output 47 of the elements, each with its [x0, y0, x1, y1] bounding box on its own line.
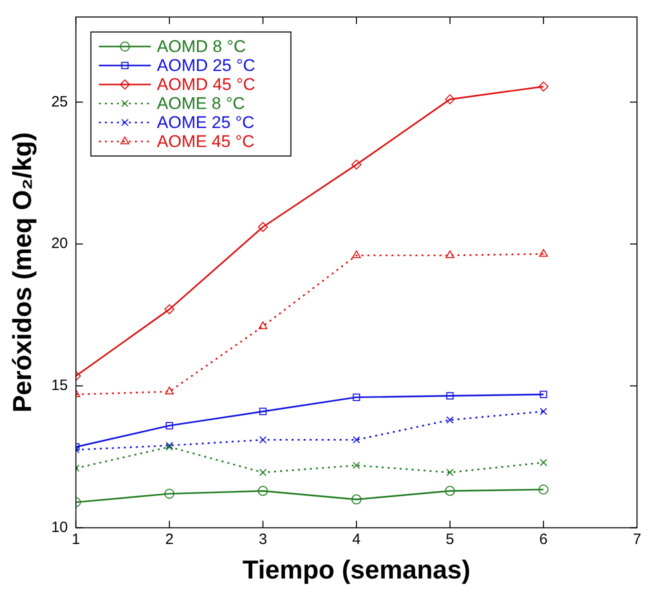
y-tick-label: 15 — [51, 377, 68, 394]
y-tick-label: 20 — [51, 235, 68, 252]
x-tick-label: 5 — [446, 530, 454, 548]
point — [539, 248, 548, 257]
point — [259, 468, 267, 476]
point — [164, 488, 174, 499]
point — [165, 386, 174, 394]
point — [352, 462, 360, 470]
point — [446, 250, 454, 258]
y-tick-label: 10 — [51, 518, 68, 536]
point — [352, 394, 360, 401]
point — [351, 494, 362, 504]
x-tick-label: 1 — [72, 530, 80, 548]
point — [166, 422, 174, 430]
x-axis-title: Tiempo (semanas) — [242, 554, 470, 585]
point — [444, 486, 455, 496]
point — [258, 321, 268, 330]
point — [540, 408, 548, 416]
legend-label: AOME 45 °C — [156, 132, 254, 152]
point — [446, 468, 454, 476]
y-tick-label: 25 — [51, 93, 68, 110]
point — [444, 94, 455, 104]
point — [258, 222, 268, 232]
point — [351, 160, 362, 170]
x-tick-label: 3 — [258, 530, 268, 548]
point — [259, 436, 267, 444]
point — [538, 484, 548, 494]
y-axis-title: Peróxidos (meq O₂/kg) — [6, 132, 37, 413]
point — [446, 392, 454, 400]
legend-label: AOME 25 °C — [156, 113, 254, 132]
point — [540, 458, 548, 466]
legend-label: AOMD 8 °C — [156, 37, 246, 56]
point — [258, 486, 268, 496]
legend-label: AOMD 25 °C — [156, 56, 256, 76]
point — [352, 436, 360, 444]
point — [259, 408, 267, 416]
x-tick-label: 7 — [632, 530, 642, 548]
point — [540, 390, 548, 398]
point — [446, 416, 454, 424]
point — [352, 250, 361, 258]
point — [538, 82, 548, 92]
x-tick-label: 2 — [165, 530, 174, 548]
point — [164, 304, 174, 314]
x-tick-label: 4 — [352, 530, 361, 548]
legend-label: AOME 8 °C — [156, 94, 245, 114]
x-tick-label: 6 — [539, 530, 548, 548]
legend-label: AOMD 45 °C — [156, 75, 256, 94]
